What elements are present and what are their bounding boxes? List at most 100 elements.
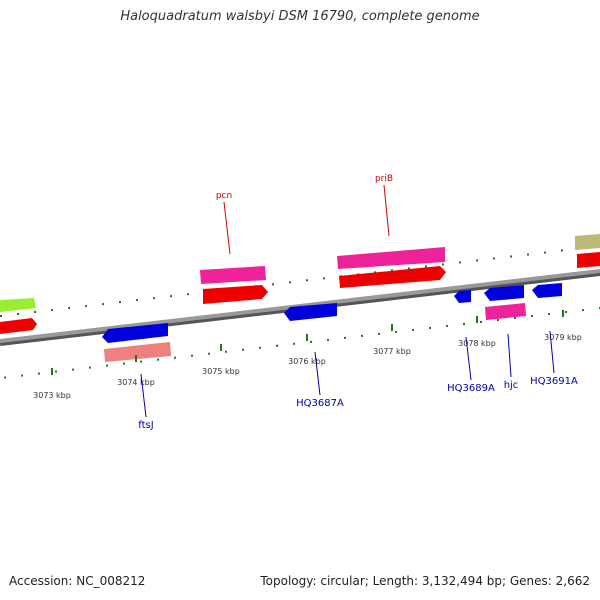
gene-block-pcn[interactable] (200, 266, 266, 284)
guide-dot (323, 277, 325, 280)
guide-dot (153, 297, 155, 300)
guide-dot (170, 295, 172, 298)
feature-block-olive[interactable] (575, 234, 600, 250)
guide-dot (582, 309, 584, 312)
genome-backbone (0, 269, 600, 343)
guide-dot (361, 334, 363, 337)
cds-block-hjc[interactable] (485, 303, 526, 320)
genome-summary: Topology: circular; Length: 3,132,494 bp… (260, 574, 590, 588)
gene-leader-line (465, 336, 472, 381)
guide-dot (106, 364, 108, 367)
guide-dot (561, 249, 563, 252)
guide-dot (548, 313, 550, 316)
guide-dot (102, 303, 104, 306)
guide-dot (289, 281, 291, 284)
gene-leader-line (549, 330, 555, 374)
guide-dot (429, 326, 431, 329)
guide-dot (157, 358, 159, 361)
guide-dot (425, 265, 427, 268)
guide-dot (119, 301, 121, 304)
guide-dot (391, 269, 393, 272)
gene-block-ftsJ[interactable] (102, 323, 168, 343)
tick-label: 3077 kbp (373, 347, 411, 356)
cds-block-priB[interactable] (339, 266, 446, 288)
gene-leader-line (140, 373, 147, 418)
gene-label-hjc[interactable]: hjc (504, 380, 519, 391)
guide-dot (395, 330, 397, 333)
guide-dot (272, 283, 274, 286)
gene-block-priB[interactable] (337, 247, 445, 269)
guide-dot (17, 313, 19, 316)
cds-block-pcn[interactable] (203, 285, 268, 304)
feature-block-lower[interactable] (0, 318, 37, 334)
guide-dot (446, 324, 448, 327)
guide-dot (493, 257, 495, 260)
guide-dot (565, 311, 567, 314)
guide-dot (34, 311, 36, 314)
tick-label: 3075 kbp (202, 367, 240, 376)
guide-dot (259, 346, 261, 349)
guide-dot (531, 315, 533, 318)
gene-label-HQ3689A[interactable]: HQ3689A (447, 383, 495, 394)
gene-leader-line (223, 201, 231, 255)
guide-dot (68, 307, 70, 310)
guide-dot (412, 328, 414, 331)
gene-label-pcn[interactable]: pcn (216, 191, 232, 201)
guide-dot (0, 315, 2, 317)
feature-block-right[interactable] (577, 252, 600, 268)
guide-dot (38, 372, 40, 375)
guide-dot (123, 362, 125, 365)
gene-block-HQ3689A[interactable] (454, 290, 471, 303)
gene-leader-line (314, 351, 321, 396)
guide-dot (378, 332, 380, 335)
guide-dot (514, 317, 516, 320)
coordinate-ticks: 3073 kbp 3074 kbp 3075 kbp 3076 kbp 3077 kbp… (33, 310, 582, 400)
guide-dot (374, 271, 376, 274)
guide-dot (208, 352, 210, 355)
gene-block-HQ3687A[interactable] (284, 303, 337, 321)
tick-label: 3079 kbp (544, 333, 582, 342)
guide-dot (51, 309, 53, 312)
gene-labels: pcn priB ftsJ HQ3687A HQ3689A hjc HQ3691A (138, 174, 578, 431)
cds-block-ftsJ[interactable] (104, 342, 171, 362)
tick-label: 3074 kbp (117, 378, 155, 387)
gene-leader-line (383, 184, 390, 237)
tick-label: 3076 kbp (288, 357, 326, 366)
guide-dot (497, 319, 499, 322)
guide-dot (136, 299, 138, 302)
guide-dot (174, 356, 176, 359)
guide-dot (476, 259, 478, 262)
guide-dot (140, 360, 142, 363)
guide-dot (459, 261, 461, 264)
forward-feature-track (0, 234, 600, 334)
gene-block-HQ3691A[interactable] (532, 283, 562, 298)
guide-dot (242, 348, 244, 351)
gene-label-HQ3687A[interactable]: HQ3687A (296, 398, 344, 409)
gene-label-HQ3691A[interactable]: HQ3691A (530, 376, 578, 387)
accession-label: Accession: NC_008212 (9, 574, 146, 588)
gene-label-ftsJ[interactable]: ftsJ (138, 420, 153, 431)
tick-label: 3078 kbp (458, 339, 496, 348)
guide-dot (72, 368, 74, 371)
tick-label: 3073 kbp (33, 391, 71, 400)
guide-dot (327, 338, 329, 341)
gene-block-hjc[interactable] (484, 285, 524, 301)
guide-dot (510, 255, 512, 258)
guide-dot (276, 344, 278, 347)
guide-dot (306, 279, 308, 282)
guide-dot (85, 305, 87, 308)
gene-label-priB[interactable]: priB (375, 174, 393, 184)
guide-dot (544, 251, 546, 254)
guide-dot (191, 354, 193, 357)
guide-dot (225, 350, 227, 353)
gene-leader-line (507, 333, 512, 378)
guide-dot (408, 267, 410, 270)
guide-dot (89, 366, 91, 369)
guide-dot (4, 376, 6, 379)
feature-block-upper[interactable] (0, 298, 36, 312)
guide-dot (310, 340, 312, 343)
guide-dot (344, 336, 346, 339)
guide-dot (55, 370, 57, 373)
guide-dot (527, 253, 529, 256)
